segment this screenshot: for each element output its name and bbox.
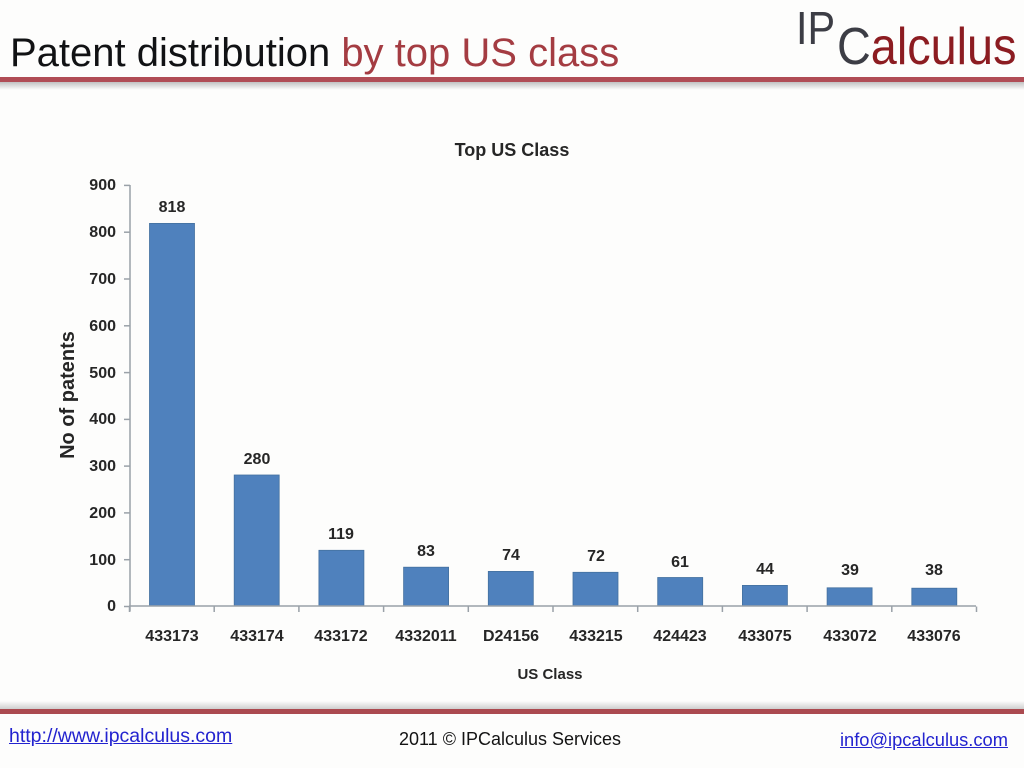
svg-text:433215: 433215 <box>569 628 622 645</box>
svg-text:433075: 433075 <box>738 628 791 645</box>
svg-text:Top US Class: Top US Class <box>455 140 570 160</box>
svg-text:38: 38 <box>925 562 943 579</box>
svg-text:100: 100 <box>89 552 116 569</box>
svg-text:433174: 433174 <box>230 628 283 645</box>
svg-text:400: 400 <box>89 411 116 428</box>
svg-text:44: 44 <box>756 561 774 578</box>
svg-text:900: 900 <box>89 177 116 194</box>
svg-text:424423: 424423 <box>653 628 706 645</box>
svg-text:83: 83 <box>417 543 435 560</box>
svg-text:74: 74 <box>502 547 520 564</box>
svg-text:600: 600 <box>89 318 116 335</box>
svg-text:700: 700 <box>89 271 116 288</box>
svg-text:US Class: US Class <box>517 666 582 683</box>
svg-text:119: 119 <box>328 526 354 543</box>
svg-text:800: 800 <box>89 224 116 241</box>
svg-text:No of patents: No of patents <box>57 331 79 459</box>
svg-text:433173: 433173 <box>145 628 198 645</box>
svg-text:200: 200 <box>89 505 116 522</box>
svg-text:433072: 433072 <box>823 628 876 645</box>
svg-text:4332011: 4332011 <box>395 628 457 645</box>
svg-text:433076: 433076 <box>907 628 960 645</box>
svg-text:280: 280 <box>244 451 271 468</box>
svg-text:61: 61 <box>671 554 689 571</box>
svg-text:818: 818 <box>159 199 186 216</box>
svg-text:72: 72 <box>587 548 605 565</box>
svg-text:0: 0 <box>107 598 116 615</box>
svg-text:500: 500 <box>89 365 116 382</box>
svg-text:D24156: D24156 <box>483 628 539 645</box>
svg-text:433172: 433172 <box>314 628 367 645</box>
svg-text:300: 300 <box>89 458 116 475</box>
svg-text:39: 39 <box>841 562 859 579</box>
